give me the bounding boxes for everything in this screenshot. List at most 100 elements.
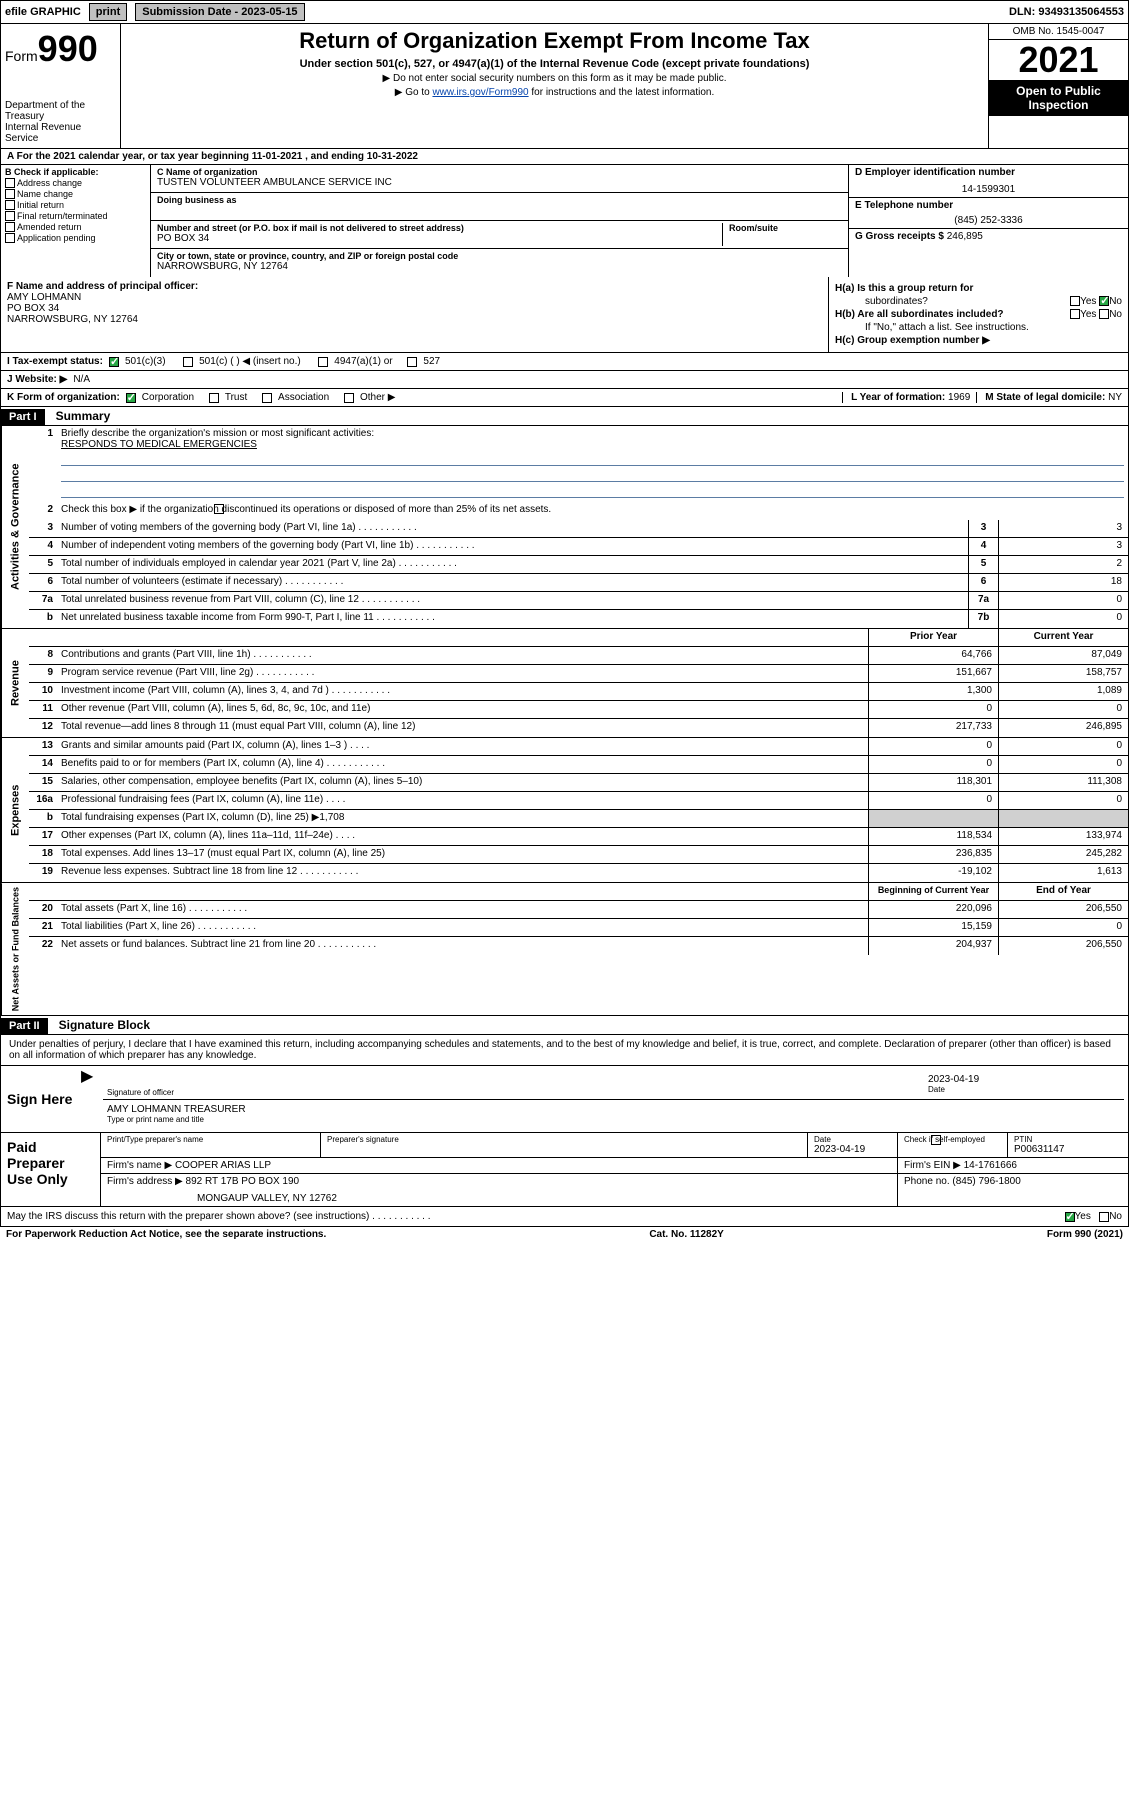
assoc-checkbox[interactable] <box>262 393 272 403</box>
section-bcd: B Check if applicable: Address change Na… <box>0 165 1129 277</box>
line3-val: 3 <box>998 520 1128 537</box>
cb-initial-return[interactable]: Initial return <box>5 200 146 210</box>
officer-group-block: F Name and address of principal officer:… <box>0 277 1129 353</box>
tax-year-row: A For the 2021 calendar year, or tax yea… <box>0 149 1129 165</box>
org-address: PO BOX 34 <box>157 233 722 244</box>
revenue-side-label: Revenue <box>1 629 29 737</box>
omb-label: OMB No. 1545-0047 <box>989 24 1128 40</box>
prep-date: 2023-04-19 <box>814 1144 891 1155</box>
note-ssn: ▶ Do not enter social security numbers o… <box>127 73 982 84</box>
self-employed-checkbox[interactable] <box>931 1135 941 1145</box>
line17-curr: 133,974 <box>998 828 1128 845</box>
line15-curr: 111,308 <box>998 774 1128 791</box>
line14-curr: 0 <box>998 756 1128 773</box>
irs-label: Internal Revenue Service <box>5 122 116 144</box>
org-city: NARROWSBURG, NY 12764 <box>157 261 842 272</box>
ha-yes-checkbox[interactable] <box>1070 296 1080 306</box>
cb-name-change[interactable]: Name change <box>5 189 146 199</box>
org-name: TUSTEN VOLUNTEER AMBULANCE SERVICE INC <box>157 177 842 188</box>
cb-amended-return[interactable]: Amended return <box>5 222 146 232</box>
line6-val: 18 <box>998 574 1128 591</box>
corp-checkbox[interactable] <box>126 393 136 403</box>
irs-link[interactable]: www.irs.gov/Form990 <box>432 87 528 98</box>
netassets-side-label: Net Assets or Fund Balances <box>1 883 29 1015</box>
trust-checkbox[interactable] <box>209 393 219 403</box>
4947-checkbox[interactable] <box>318 357 328 367</box>
line21-prior: 15,159 <box>868 919 998 936</box>
line7a-val: 0 <box>998 592 1128 609</box>
irs-discuss-row: May the IRS discuss this return with the… <box>0 1207 1129 1227</box>
col-d-ein: D Employer identification number 14-1599… <box>848 165 1128 277</box>
discuss-no-checkbox[interactable] <box>1099 1212 1109 1222</box>
revenue-section: Revenue Prior YearCurrent Year 8Contribu… <box>0 629 1129 738</box>
527-checkbox[interactable] <box>407 357 417 367</box>
cb-address-change[interactable]: Address change <box>5 178 146 188</box>
line8-prior: 64,766 <box>868 647 998 664</box>
line18-prior: 236,835 <box>868 846 998 863</box>
efile-label: efile GRAPHIC <box>5 6 81 18</box>
note-link: ▶ Go to www.irs.gov/Form990 for instruct… <box>127 87 982 98</box>
group-return-block: H(a) Is this a group return for subordin… <box>828 277 1128 352</box>
line13-curr: 0 <box>998 738 1128 755</box>
line4-val: 3 <box>998 538 1128 555</box>
line17-prior: 118,534 <box>868 828 998 845</box>
line14-prior: 0 <box>868 756 998 773</box>
line9-curr: 158,757 <box>998 665 1128 682</box>
line16b-curr <box>998 810 1128 827</box>
discuss-yes-checkbox[interactable] <box>1065 1212 1075 1222</box>
ptin: P00631147 <box>1014 1144 1122 1155</box>
part1-header-row: Part I Summary <box>0 407 1129 426</box>
line10-prior: 1,300 <box>868 683 998 700</box>
501c3-checkbox[interactable] <box>109 357 119 367</box>
dln-label: DLN: 93493135064553 <box>1009 6 1124 18</box>
line13-prior: 0 <box>868 738 998 755</box>
line9-prior: 151,667 <box>868 665 998 682</box>
line12-curr: 246,895 <box>998 719 1128 737</box>
cb-application-pending[interactable]: Application pending <box>5 233 146 243</box>
q2-checkbox[interactable] <box>214 504 224 514</box>
hb-yes-checkbox[interactable] <box>1070 309 1080 319</box>
preparer-block: Paid Preparer Use Only Print/Type prepar… <box>0 1133 1129 1207</box>
sign-here-label: Sign Here <box>1 1066 81 1132</box>
submission-date-button[interactable]: Submission Date - 2023-05-15 <box>135 3 304 21</box>
form-of-org-row: K Form of organization: Corporation Trus… <box>0 389 1129 407</box>
firm-ein: 14-1761666 <box>964 1160 1017 1171</box>
line16a-curr: 0 <box>998 792 1128 809</box>
cat-no: Cat. No. 11282Y <box>649 1229 723 1240</box>
line5-val: 2 <box>998 556 1128 573</box>
form-title: Return of Organization Exempt From Incom… <box>127 28 982 54</box>
dept-label: Department of the Treasury <box>5 100 116 122</box>
expenses-section: Expenses 13Grants and similar amounts pa… <box>0 738 1129 883</box>
part1-badge: Part I <box>1 409 45 425</box>
other-checkbox[interactable] <box>344 393 354 403</box>
signature-block: Under penalties of perjury, I declare th… <box>0 1035 1129 1133</box>
line22-prior: 204,937 <box>868 937 998 955</box>
cb-final-return[interactable]: Final return/terminated <box>5 211 146 221</box>
ha-no-checkbox[interactable] <box>1099 296 1109 306</box>
title-cell: Return of Organization Exempt From Incom… <box>121 24 988 148</box>
gross-receipts: 246,895 <box>947 231 983 242</box>
form-header: Form990 Department of the Treasury Inter… <box>0 24 1129 149</box>
netassets-section: Net Assets or Fund Balances Beginning of… <box>0 883 1129 1016</box>
501c-checkbox[interactable] <box>183 357 193 367</box>
tax-year: 2021 <box>989 40 1128 80</box>
line7b-val: 0 <box>998 610 1128 628</box>
firm-addr2: MONGAUP VALLEY, NY 12762 <box>197 1193 891 1204</box>
line11-prior: 0 <box>868 701 998 718</box>
paperwork-footer: For Paperwork Reduction Act Notice, see … <box>0 1227 1129 1242</box>
year-cell: OMB No. 1545-0047 2021 Open to Public In… <box>988 24 1128 148</box>
ein-value: 14-1599301 <box>855 184 1122 195</box>
tax-exempt-row: I Tax-exempt status: 501(c)(3) 501(c) ( … <box>0 353 1129 371</box>
line22-curr: 206,550 <box>998 937 1128 955</box>
line11-curr: 0 <box>998 701 1128 718</box>
print-button[interactable]: print <box>89 3 127 21</box>
col-c-org: C Name of organization TUSTEN VOLUNTEER … <box>151 165 848 277</box>
line16b-prior <box>868 810 998 827</box>
line16a-prior: 0 <box>868 792 998 809</box>
form-subtitle: Under section 501(c), 527, or 4947(a)(1)… <box>127 58 982 70</box>
line12-prior: 217,733 <box>868 719 998 737</box>
firm-phone: (845) 796-1800 <box>952 1176 1020 1187</box>
preparer-label: Paid Preparer Use Only <box>1 1133 101 1206</box>
firm-addr1: 892 RT 17B PO BOX 190 <box>186 1176 300 1187</box>
hb-no-checkbox[interactable] <box>1099 309 1109 319</box>
